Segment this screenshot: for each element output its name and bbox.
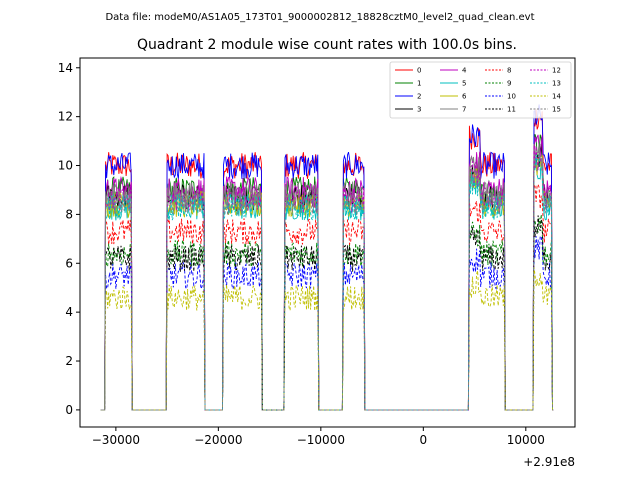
legend-label: 12 (552, 67, 561, 75)
y-tick-label: 4 (65, 305, 73, 319)
legend-label: 13 (552, 80, 561, 88)
series-line-4 (100, 134, 554, 411)
legend-label: 3 (417, 106, 421, 114)
legend-label: 10 (507, 93, 516, 101)
y-tick-label: 6 (65, 256, 73, 270)
x-tick-label: −30000 (92, 433, 140, 447)
x-tick-label: 10000 (507, 433, 545, 447)
series-layer (100, 104, 554, 411)
x-axis: −30000 −20000 −10000 0 10000 (92, 427, 545, 447)
y-tick-label: 14 (58, 61, 73, 75)
y-tick-label: 12 (58, 110, 73, 124)
plot-frame (79, 57, 576, 428)
legend-label: 0 (417, 67, 421, 75)
legend-label: 6 (462, 93, 467, 101)
y-tick-label: 10 (58, 159, 73, 173)
series-line-9 (100, 214, 554, 411)
series-line-14 (100, 267, 554, 411)
legend-label: 1 (417, 80, 421, 88)
legend-box (389, 61, 572, 119)
x-tick-label: −10000 (297, 433, 345, 447)
y-tick-label: 8 (65, 207, 73, 221)
legend-label: 7 (462, 106, 466, 114)
series-line-10 (100, 235, 554, 411)
legend-label: 8 (507, 67, 511, 75)
x-offset-label: +2.91e8 (523, 455, 575, 469)
legend-label: 14 (552, 93, 561, 101)
suptitle: Data file: modeM0/AS1A05_173T01_90000028… (105, 12, 534, 23)
legend-label: 9 (507, 80, 511, 88)
legend-label: 2 (417, 93, 421, 101)
legend-label: 11 (507, 106, 516, 114)
chart-title: Quadrant 2 module wise count rates with … (137, 37, 517, 53)
y-tick-label: 2 (65, 354, 73, 368)
legend-label: 15 (552, 106, 561, 114)
y-axis: 0 2 4 6 8 10 12 14 (58, 61, 80, 417)
series-line-11 (100, 215, 554, 411)
legend-label: 5 (462, 80, 466, 88)
y-tick-label: 0 (65, 403, 73, 417)
series-line-1 (100, 134, 554, 411)
x-tick-label: 0 (420, 433, 428, 447)
series-line-15 (100, 149, 554, 411)
x-tick-label: −20000 (194, 433, 242, 447)
legend-label: 4 (462, 67, 467, 75)
